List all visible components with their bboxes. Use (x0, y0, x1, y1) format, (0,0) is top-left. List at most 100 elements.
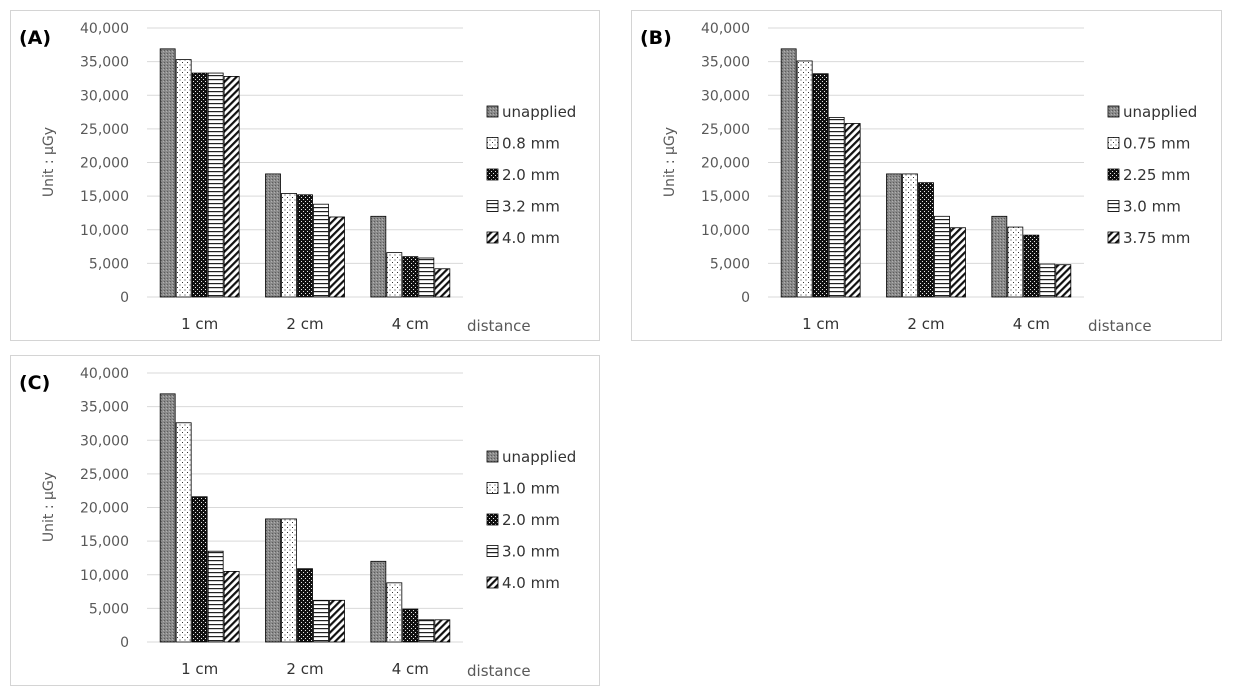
legend-label: unapplied (1123, 103, 1197, 121)
bar (191, 496, 208, 643)
x-tick-label: 1 cm (802, 315, 839, 333)
y-tick-label: 40,000 (701, 21, 750, 37)
chart-svg-a: (A) Unit : μGy 0 5,000 10,000 15,000 20,000 25,… (19, 21, 576, 335)
legend-swatch (486, 545, 499, 557)
bar (281, 193, 297, 298)
legend-swatch (486, 450, 499, 463)
bar (1023, 234, 1040, 298)
bar (434, 619, 451, 643)
legend-swatch (486, 168, 499, 181)
bar (934, 215, 950, 298)
legend-swatch (1107, 200, 1120, 212)
legend-swatch (486, 482, 499, 494)
y-tick-label: 10,000 (80, 568, 129, 584)
y-axis-label: Unit : μGy (41, 472, 57, 542)
panel-label: (A) (19, 27, 51, 49)
bar (223, 76, 240, 298)
y-tick-label: 5,000 (89, 601, 129, 617)
y-tick-label: 25,000 (80, 467, 129, 483)
x-axis-label: distance (467, 662, 531, 680)
x-tick-label: 1 cm (181, 660, 218, 678)
bar (329, 599, 345, 643)
bar (886, 173, 902, 298)
x-tick-label: 2 cm (907, 315, 944, 333)
legend-label: 3.0 mm (1123, 198, 1181, 216)
legend-label: 3.75 mm (1123, 229, 1190, 247)
y-tick-label: 10,000 (80, 223, 129, 239)
legend-swatch (486, 513, 499, 526)
y-tick-label: 35,000 (80, 55, 129, 71)
bar (402, 256, 419, 298)
bar (159, 48, 176, 298)
legend-label: 2.25 mm (1123, 166, 1190, 184)
legend-label: 1.0 mm (502, 480, 560, 498)
y-tick-label: 20,000 (80, 156, 129, 172)
bar (223, 570, 240, 643)
bar (313, 599, 329, 643)
bar (329, 216, 345, 298)
y-tick-label: 30,000 (80, 88, 129, 104)
bar (418, 619, 435, 643)
bar (207, 550, 224, 643)
legend-swatch (486, 576, 499, 589)
chart-svg-c: (C) Unit : μGy 0 5,000 10,000 15,000 20,000 25,… (19, 366, 576, 680)
y-tick-label: 0 (120, 290, 129, 306)
legend-swatch (1107, 137, 1120, 149)
x-tick-label: 2 cm (286, 660, 323, 678)
chart-panel-b: (B) Unit : μGy 0 5,000 10,000 15,000 20,000 25,… (631, 10, 1222, 341)
bar (281, 518, 297, 643)
bar (159, 393, 176, 643)
bar (991, 215, 1008, 298)
y-tick-label: 30,000 (80, 433, 129, 449)
legend-swatch (1107, 231, 1120, 244)
bar (902, 173, 918, 298)
bar (950, 227, 966, 298)
bar (828, 117, 845, 298)
y-tick-label: 0 (120, 635, 129, 651)
bar (370, 560, 387, 643)
legend-label: 3.2 mm (502, 198, 560, 216)
bar (434, 268, 451, 298)
y-tick-label: 20,000 (80, 501, 129, 517)
bar (386, 252, 403, 298)
legend-swatch (486, 231, 499, 244)
y-tick-label: 10,000 (701, 223, 750, 239)
bar (265, 518, 281, 643)
x-axis-label: distance (1088, 317, 1152, 335)
y-tick-label: 25,000 (701, 122, 750, 138)
y-tick-label: 0 (741, 290, 750, 306)
bar (191, 72, 208, 298)
chart-svg-b: (B) Unit : μGy 0 5,000 10,000 15,000 20,000 25,… (640, 21, 1197, 335)
bar (796, 60, 813, 298)
y-tick-label: 15,000 (80, 189, 129, 205)
bar (297, 568, 313, 643)
y-tick-label: 5,000 (89, 256, 129, 272)
bar (297, 194, 313, 298)
panel-label: (C) (19, 372, 50, 394)
x-tick-label: 1 cm (181, 315, 218, 333)
legend-label: 4.0 mm (502, 229, 560, 247)
bar (1007, 226, 1024, 298)
y-tick-label: 20,000 (701, 156, 750, 172)
x-tick-label: 2 cm (286, 315, 323, 333)
legend-swatch (486, 200, 499, 212)
legend-swatch (1107, 105, 1120, 118)
x-tick-label: 4 cm (392, 660, 429, 678)
y-tick-label: 35,000 (701, 55, 750, 71)
x-axis-label: distance (467, 317, 531, 335)
x-tick-label: 4 cm (1013, 315, 1050, 333)
y-tick-label: 15,000 (701, 189, 750, 205)
y-tick-label: 15,000 (80, 534, 129, 550)
legend-label: 0.8 mm (502, 135, 560, 153)
bar (175, 59, 192, 298)
bar (313, 203, 329, 298)
chart-panel-c: (C) Unit : μGy 0 5,000 10,000 15,000 20,000 25,… (10, 355, 600, 686)
bar (370, 215, 387, 298)
bar (1039, 263, 1056, 298)
legend-label: 4.0 mm (502, 574, 560, 592)
bar (780, 48, 797, 298)
legend-label: unapplied (502, 448, 576, 466)
bar (918, 182, 934, 298)
legend-label: 3.0 mm (502, 543, 560, 561)
y-axis-label: Unit : μGy (41, 127, 57, 197)
